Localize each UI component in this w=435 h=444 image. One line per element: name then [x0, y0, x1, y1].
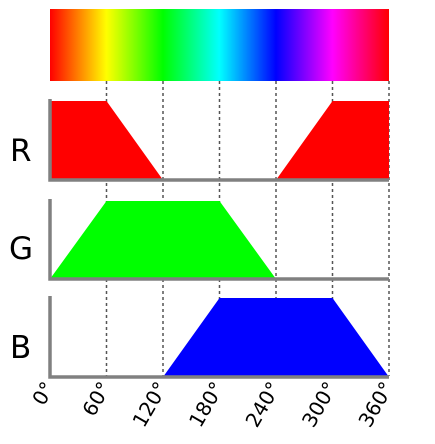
green-channel-label: G [9, 231, 33, 267]
green-channel-panel: G [9, 199, 389, 281]
hue-tick-label: 60° [77, 378, 116, 421]
hue-spectrum-bar [50, 9, 389, 81]
hue-tick-label: 120° [127, 378, 172, 432]
blue-channel-area [50, 298, 389, 377]
red-channel-label: R [10, 133, 32, 169]
red-channel-panel: R [10, 99, 389, 182]
blue-channel-panel: B [10, 296, 389, 379]
red-channel-area [50, 101, 389, 180]
blue-channel-label: B [10, 330, 31, 366]
green-channel-axis [48, 199, 389, 281]
hue-tick-label: 240° [240, 378, 285, 432]
red-channel-axis [48, 99, 389, 182]
hue-tick-label: 0° [27, 378, 59, 410]
green-channel-area [50, 201, 389, 279]
hue-tick-label: 360° [353, 378, 398, 432]
blue-channel-axis [48, 296, 389, 379]
hue-tick-labels: 0° 60° 120° 180° 240° 300° 360° [27, 378, 398, 432]
hue-tick-label: 300° [297, 378, 342, 432]
hue-tick-label: 180° [184, 378, 229, 432]
